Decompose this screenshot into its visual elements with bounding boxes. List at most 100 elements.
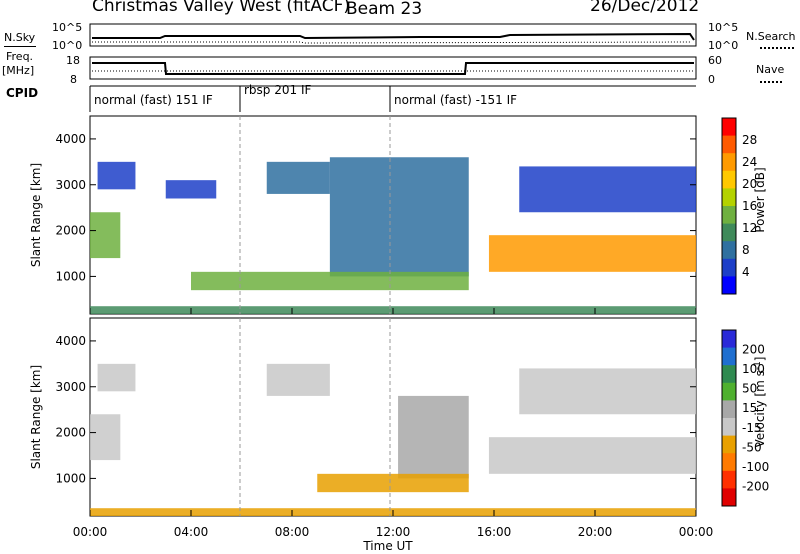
nsearch-series xyxy=(92,41,691,44)
colorbar-swatch xyxy=(722,135,736,154)
y-tick-label: 2000 xyxy=(55,426,86,440)
x-axis-ticks: 00:00 04:00 08:00 12:00 16:00 20:00 00:00 xyxy=(73,308,714,539)
freq-label: Freq. xyxy=(6,50,34,63)
scatter-region xyxy=(90,414,121,461)
colorbar-swatch xyxy=(722,365,736,384)
colorbar-swatch xyxy=(722,382,736,401)
nsearch-legend-line xyxy=(760,47,794,49)
colorbar-tick-label: -15 xyxy=(742,421,762,435)
velocity-colorbar-label: Velocity [m s-1] xyxy=(753,357,767,448)
colorbar-tick-label: -100 xyxy=(742,460,769,474)
colorbar-tick-label: 12 xyxy=(742,221,757,235)
nave-tick-bottom: 0 xyxy=(708,73,715,86)
nave-tick-top: 60 xyxy=(708,54,722,67)
scatter-region xyxy=(266,363,330,396)
power-panel: 1000 2000 3000 4000 Slant Range [km] xyxy=(29,115,697,315)
freq-panel-frame xyxy=(89,56,697,80)
cpid-label: CPID xyxy=(6,86,39,100)
x-tick-label: 04:00 xyxy=(174,525,209,539)
y-tick-label: 4000 xyxy=(55,334,86,348)
colorbar-swatch xyxy=(722,453,736,472)
scatter-region xyxy=(191,271,469,291)
x-tick-label: 00:00 xyxy=(679,525,714,539)
y-tick-label: 3000 xyxy=(55,380,86,394)
nsearch-tick-bottom: 10^0 xyxy=(708,39,739,52)
power-colorbar: 28 24 20 16 12 8 4 xyxy=(721,117,757,295)
colorbar-swatch xyxy=(722,418,736,437)
colorbar-swatch xyxy=(722,330,736,349)
nsky-label: N.Sky xyxy=(4,31,36,44)
y-tick-label: 1000 xyxy=(55,471,86,485)
colorbar-swatch xyxy=(722,206,736,225)
x-tick-label: 16:00 xyxy=(477,525,512,539)
cpid-segment-3: normal (fast) -151 IF xyxy=(394,93,518,107)
velocity-ylabel: Slant Range [km] xyxy=(29,365,43,469)
velocity-yticks: 1000 2000 3000 4000 xyxy=(55,334,696,485)
colorbar-tick-label: 50 xyxy=(742,382,757,396)
power-yticks: 1000 2000 3000 4000 xyxy=(55,132,696,283)
date-title: 26/Dec/2012 xyxy=(590,0,700,16)
colorbar-swatch xyxy=(722,400,736,419)
freq-unit-label: [MHz] xyxy=(2,64,35,77)
nsearch-label: N.Search xyxy=(746,30,796,43)
scatter-region xyxy=(488,235,696,272)
scatter-region xyxy=(398,395,469,479)
scatter-region xyxy=(97,363,136,392)
colorbar-tick-label: 100 xyxy=(742,362,765,376)
scatter-region xyxy=(165,180,217,199)
colorbar-swatch xyxy=(722,435,736,454)
x-tick-label: 00:00 xyxy=(73,525,108,539)
colorbar-tick-label: 24 xyxy=(742,155,757,169)
nsky-legend-line xyxy=(4,46,36,47)
colorbar-frame xyxy=(721,329,737,507)
nsearch-tick-top: 10^5 xyxy=(708,21,739,34)
colorbar-swatch xyxy=(722,188,736,207)
colorbar-tick-label: -50 xyxy=(742,440,762,454)
y-tick-label: 3000 xyxy=(55,178,86,192)
colorbar-swatch xyxy=(722,223,736,242)
scatter-region xyxy=(317,473,469,493)
velocity-colorbar: 200 100 50 15 -15 -50 -100 -200 xyxy=(721,329,769,507)
nsky-series xyxy=(92,32,695,41)
nsky-tick-bottom: 10^0 xyxy=(52,39,83,52)
freq-tick-top: 18 xyxy=(66,54,80,67)
x-tick-label: 12:00 xyxy=(376,525,411,539)
cpid-segment-1: normal (fast) 151 IF xyxy=(94,93,213,107)
power-colorbar-label: Power [dB] xyxy=(753,167,767,232)
colorbar-swatch xyxy=(722,347,736,366)
velocity-panel: 1000 2000 3000 4000 Slant Range [km] xyxy=(29,317,697,517)
colorbar-swatch xyxy=(722,488,736,507)
scatter-region xyxy=(97,161,136,190)
colorbar-tick-label: 28 xyxy=(742,133,757,147)
colorbar-tick-label: 8 xyxy=(742,243,750,257)
x-tick-label: 20:00 xyxy=(578,525,613,539)
noise-panel-frame xyxy=(89,23,697,47)
freq-tick-bottom: 8 xyxy=(70,73,77,86)
y-tick-label: 2000 xyxy=(55,224,86,238)
power-ylabel: Slant Range [km] xyxy=(29,163,43,267)
scatter-region xyxy=(266,161,330,194)
colorbar-tick-label: 16 xyxy=(742,199,757,213)
nsky-tick-top: 10^5 xyxy=(52,21,83,34)
freq-series xyxy=(92,62,694,75)
colorbar-tick-label: 20 xyxy=(742,177,757,191)
x-tick-label: 08:00 xyxy=(275,525,310,539)
colorbar-swatch xyxy=(722,258,736,277)
y-tick-label: 1000 xyxy=(55,269,86,283)
colorbar-tick-label: 200 xyxy=(742,343,765,357)
colorbar-swatch xyxy=(722,241,736,260)
station-title: Christmas Valley West (fitACF) xyxy=(92,0,351,16)
beam-title: Beam 23 xyxy=(346,0,423,19)
scatter-region xyxy=(488,437,696,474)
nave-label: Nave xyxy=(756,63,785,76)
colorbar-tick-label: 15 xyxy=(742,401,757,415)
colorbar-swatch xyxy=(722,470,736,489)
scatter-region xyxy=(519,368,696,415)
colorbar-frame xyxy=(721,117,737,295)
colorbar-swatch xyxy=(722,170,736,189)
nave-legend-line xyxy=(760,81,782,83)
colorbar-swatch xyxy=(722,153,736,172)
colorbar-tick-label: 4 xyxy=(742,265,750,279)
scatter-region xyxy=(519,166,696,213)
